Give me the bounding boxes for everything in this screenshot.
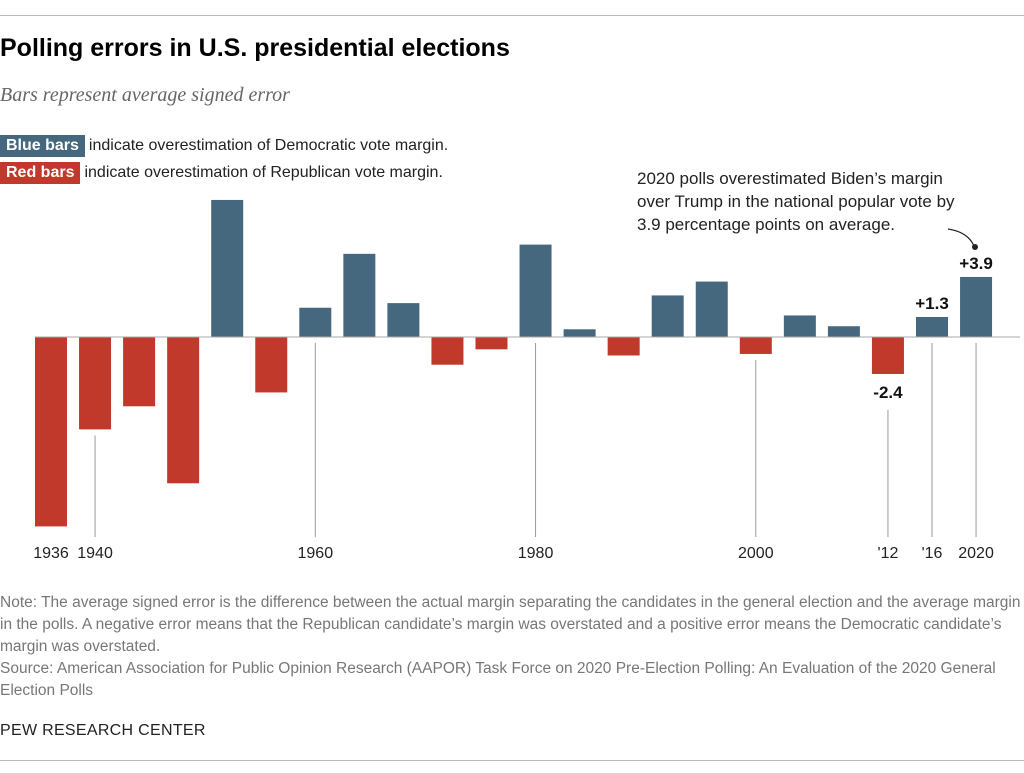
annotation-arrow	[947, 228, 975, 247]
bar-2008	[827, 326, 860, 337]
top-rule	[0, 15, 1024, 16]
tick-label-1960: 1960	[298, 545, 334, 562]
annotation-line: 2020 polls overestimated Biden’s margin	[637, 169, 943, 188]
annotation-line: over Trump in the national popular vote …	[637, 192, 955, 211]
legend-blue-swatch: Blue bars	[0, 135, 85, 157]
bottom-rule	[0, 760, 1024, 761]
bar-1960	[299, 307, 332, 337]
bar-1972	[431, 337, 464, 365]
bar-2016	[916, 316, 948, 337]
data-label-2016: +1.3	[915, 294, 949, 313]
tick-label-2016: '16	[922, 545, 943, 562]
tick-label-2020: 2020	[958, 545, 994, 562]
legend-red: Red bars indicate overestimation of Repu…	[0, 162, 443, 184]
bar-1988	[607, 337, 640, 356]
tick-label-2012: '12	[878, 545, 899, 562]
bar-1964	[343, 253, 376, 337]
bar-2012	[871, 337, 904, 374]
tick-label-1940: 1940	[77, 545, 113, 562]
annotation-arrow-dot	[972, 244, 978, 250]
bar-1976	[475, 337, 508, 350]
tick-label-1980: 1980	[518, 545, 554, 562]
bar-1996	[695, 281, 728, 337]
note-text: Note: The average signed error is the di…	[0, 594, 1021, 655]
bar-1944	[123, 337, 156, 407]
legend-red-text: indicate overestimation of Republican vo…	[84, 164, 443, 181]
bar-1980	[519, 244, 552, 337]
footer-credit: PEW RESEARCH CENTER	[0, 722, 206, 739]
chart-title: Polling errors in U.S. presidential elec…	[0, 34, 510, 62]
bar-1940	[79, 337, 112, 430]
bar-2000	[739, 337, 772, 354]
legend-red-swatch: Red bars	[0, 162, 81, 184]
bar-1984	[563, 329, 596, 337]
bar-1992	[651, 295, 684, 337]
bar-1936	[35, 337, 67, 527]
tick-label-1936: 1936	[33, 545, 69, 562]
notes: Note: The average signed error is the di…	[0, 592, 1024, 702]
legend-blue: Blue bars indicate overestimation of Dem…	[0, 135, 448, 157]
annotation-line: 3.9 percentage points on average.	[637, 215, 895, 234]
chart-subtitle: Bars represent average signed error	[0, 84, 290, 106]
data-label-2012: -2.4	[873, 383, 903, 402]
bar-1948	[167, 337, 200, 484]
bar-2004	[783, 315, 816, 337]
bar-1956	[255, 337, 288, 393]
data-label-2020: +3.9	[959, 254, 993, 273]
bar-1968	[387, 303, 420, 337]
tick-label-2000: 2000	[738, 545, 774, 562]
bar-2020	[960, 276, 993, 337]
source-text: Source: American Association for Public …	[0, 660, 996, 699]
bar-1952	[211, 199, 244, 337]
legend-blue-text: indicate overestimation of Democratic vo…	[88, 137, 449, 154]
bar-chart: 1936 1940 1960 1980 2000 '12 '16 2020 -2.4 +1.3 +3…	[33, 169, 1020, 562]
